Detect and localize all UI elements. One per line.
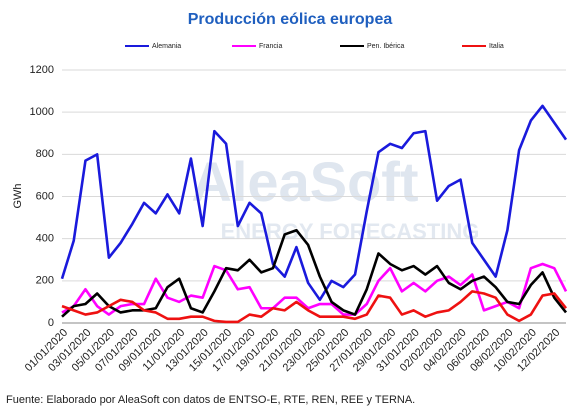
y-tick-label: 400 (36, 233, 54, 245)
y-tick-label: 800 (36, 148, 54, 160)
series-line (61, 262, 568, 316)
series-line (61, 290, 568, 324)
chart-title: Producción eólica europea (188, 11, 393, 28)
legend-label: Alemania (152, 43, 181, 50)
series-line (60, 104, 568, 302)
y-tick-label: 0 (48, 317, 54, 329)
source: Fuente: Elaborado por AleaSoft con datos… (6, 394, 415, 406)
y-tick-label: 1200 (30, 64, 54, 76)
legend-label: Italia (489, 43, 504, 50)
y-tick-label: 600 (36, 190, 54, 202)
y-axis-label: GWh (12, 183, 24, 208)
watermark: ENERGY FORECASTING (221, 219, 480, 244)
y-tick-label: 200 (36, 275, 54, 287)
legend-label: Francia (259, 43, 282, 50)
legend-label: Pen. Ibérica (367, 43, 404, 50)
y-tick-label: 1000 (30, 106, 54, 118)
watermark: AleaSoft (191, 150, 418, 213)
